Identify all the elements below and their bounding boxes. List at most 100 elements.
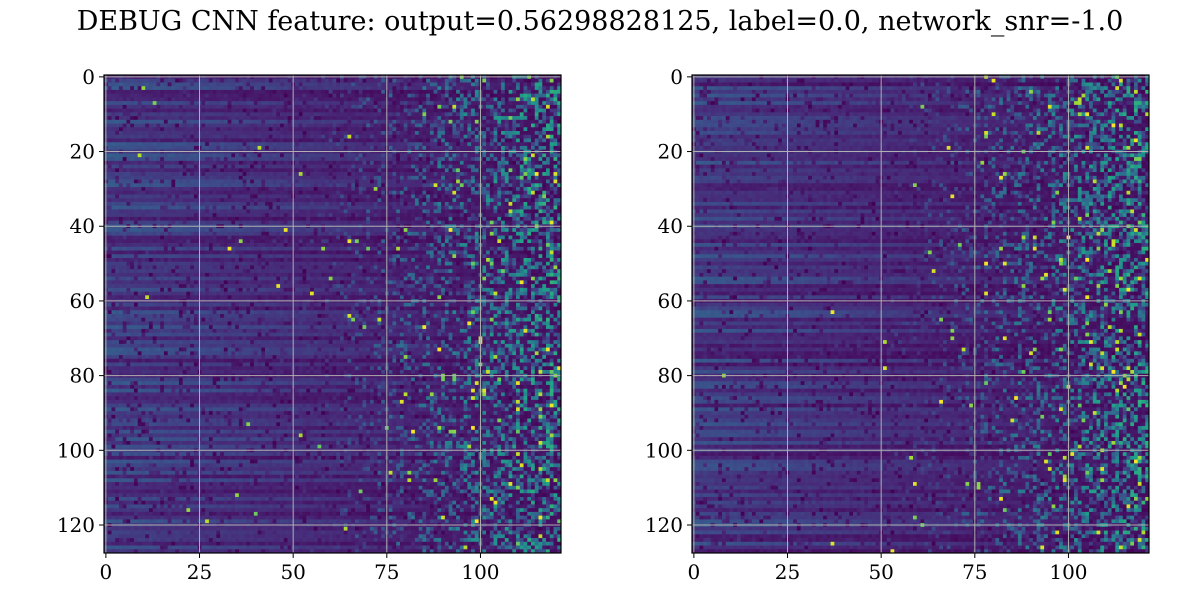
heatmap-cell bbox=[228, 86, 232, 90]
heatmap-cell bbox=[134, 97, 138, 101]
heatmap-cell bbox=[130, 82, 134, 86]
heatmap-cell bbox=[392, 116, 396, 120]
heatmap-cell bbox=[123, 112, 127, 116]
heatmap-cell bbox=[190, 109, 194, 113]
heatmap-cell bbox=[501, 97, 505, 101]
heatmap-cell bbox=[209, 79, 213, 83]
heatmap-cell bbox=[419, 109, 423, 113]
heatmap-cell bbox=[441, 94, 445, 98]
heatmap-cell bbox=[527, 90, 531, 94]
heatmap-cell bbox=[258, 116, 262, 120]
heatmap-cell bbox=[359, 109, 363, 113]
heatmap-cell bbox=[426, 86, 430, 90]
heatmap-cell bbox=[520, 82, 524, 86]
heatmap-cell bbox=[524, 86, 528, 90]
heatmap-cell bbox=[441, 82, 445, 86]
heatmap-cell bbox=[362, 112, 366, 116]
heatmap-cell bbox=[171, 82, 175, 86]
heatmap-cell bbox=[115, 101, 119, 105]
heatmap-cell bbox=[243, 82, 247, 86]
heatmap-cell bbox=[175, 109, 179, 113]
heatmap-cell bbox=[392, 86, 396, 90]
heatmap-cell bbox=[111, 86, 115, 90]
heatmap-cell bbox=[336, 105, 340, 109]
heatmap-cell bbox=[452, 112, 456, 116]
heatmap-cell bbox=[340, 82, 344, 86]
heatmap-cell bbox=[415, 90, 419, 94]
heatmap-cell bbox=[295, 101, 299, 105]
heatmap-cell bbox=[554, 94, 558, 98]
heatmap-cell bbox=[258, 82, 262, 86]
heatmap-cell bbox=[153, 112, 157, 116]
heatmap-cell bbox=[512, 105, 516, 109]
heatmap-cell bbox=[362, 82, 366, 86]
heatmap-cell bbox=[475, 101, 479, 105]
heatmap-cell bbox=[419, 116, 423, 120]
heatmap-cell bbox=[542, 112, 546, 116]
heatmap-cell bbox=[392, 109, 396, 113]
heatmap-cell bbox=[138, 101, 142, 105]
heatmap-cell bbox=[145, 105, 149, 109]
heatmap-cell bbox=[366, 105, 370, 109]
heatmap-cell bbox=[321, 105, 325, 109]
heatmap-cell bbox=[168, 105, 172, 109]
heatmap-cell bbox=[464, 112, 468, 116]
heatmap-cell bbox=[115, 109, 119, 113]
heatmap-cell bbox=[505, 112, 509, 116]
heatmap-cell bbox=[299, 112, 303, 116]
heatmap-cell bbox=[411, 112, 415, 116]
heatmap-cell bbox=[415, 79, 419, 83]
heatmap-cell bbox=[471, 116, 475, 120]
heatmap-cell bbox=[344, 97, 348, 101]
heatmap-cell bbox=[407, 112, 411, 116]
heatmap-cell bbox=[494, 86, 498, 90]
heatmap-cell bbox=[336, 82, 340, 86]
heatmap-cell bbox=[288, 82, 292, 86]
heatmap-cell bbox=[201, 90, 205, 94]
heatmap-cell bbox=[119, 79, 123, 83]
heatmap-cell bbox=[415, 112, 419, 116]
heatmap-cell bbox=[449, 97, 453, 101]
heatmap-cell bbox=[243, 86, 247, 90]
heatmap-cell bbox=[265, 86, 269, 90]
heatmap-cell bbox=[400, 116, 404, 120]
heatmap-cell bbox=[160, 101, 164, 105]
heatmap-cell bbox=[542, 109, 546, 113]
heatmap-cell bbox=[310, 90, 314, 94]
heatmap-cell bbox=[325, 101, 329, 105]
heatmap-cell bbox=[325, 105, 329, 109]
heatmap-cell bbox=[273, 90, 277, 94]
heatmap-cell bbox=[250, 105, 254, 109]
heatmap-cell bbox=[280, 94, 284, 98]
heatmap-cell bbox=[273, 94, 277, 98]
heatmap-cell bbox=[288, 116, 292, 120]
heatmap-cell bbox=[205, 109, 209, 113]
heatmap-cell bbox=[344, 105, 348, 109]
heatmap-cell bbox=[126, 94, 130, 98]
heatmap-cell bbox=[550, 97, 554, 101]
heatmap-cell bbox=[213, 116, 217, 120]
heatmap-cell bbox=[205, 82, 209, 86]
heatmap-cell bbox=[512, 94, 516, 98]
heatmap-cell bbox=[130, 86, 134, 90]
heatmap-cell bbox=[156, 97, 160, 101]
heatmap-cell bbox=[445, 79, 449, 83]
heatmap-cell bbox=[201, 86, 205, 90]
heatmap-cell bbox=[108, 86, 112, 90]
heatmap-cell bbox=[355, 86, 359, 90]
heatmap-cell bbox=[141, 116, 145, 120]
heatmap-cell bbox=[216, 86, 220, 90]
heatmap-cell bbox=[273, 109, 277, 113]
heatmap-cell bbox=[542, 79, 546, 83]
heatmap-cell bbox=[115, 94, 119, 98]
heatmap-cell bbox=[471, 94, 475, 98]
heatmap-cell bbox=[310, 109, 314, 113]
heatmap-cell bbox=[434, 101, 438, 105]
heatmap-cell bbox=[524, 97, 528, 101]
heatmap-cell bbox=[314, 94, 318, 98]
heatmap-cell bbox=[464, 97, 468, 101]
heatmap-cell bbox=[535, 86, 539, 90]
heatmap-cell bbox=[265, 101, 269, 105]
heatmap-cell bbox=[201, 105, 205, 109]
heatmap-cell bbox=[359, 94, 363, 98]
